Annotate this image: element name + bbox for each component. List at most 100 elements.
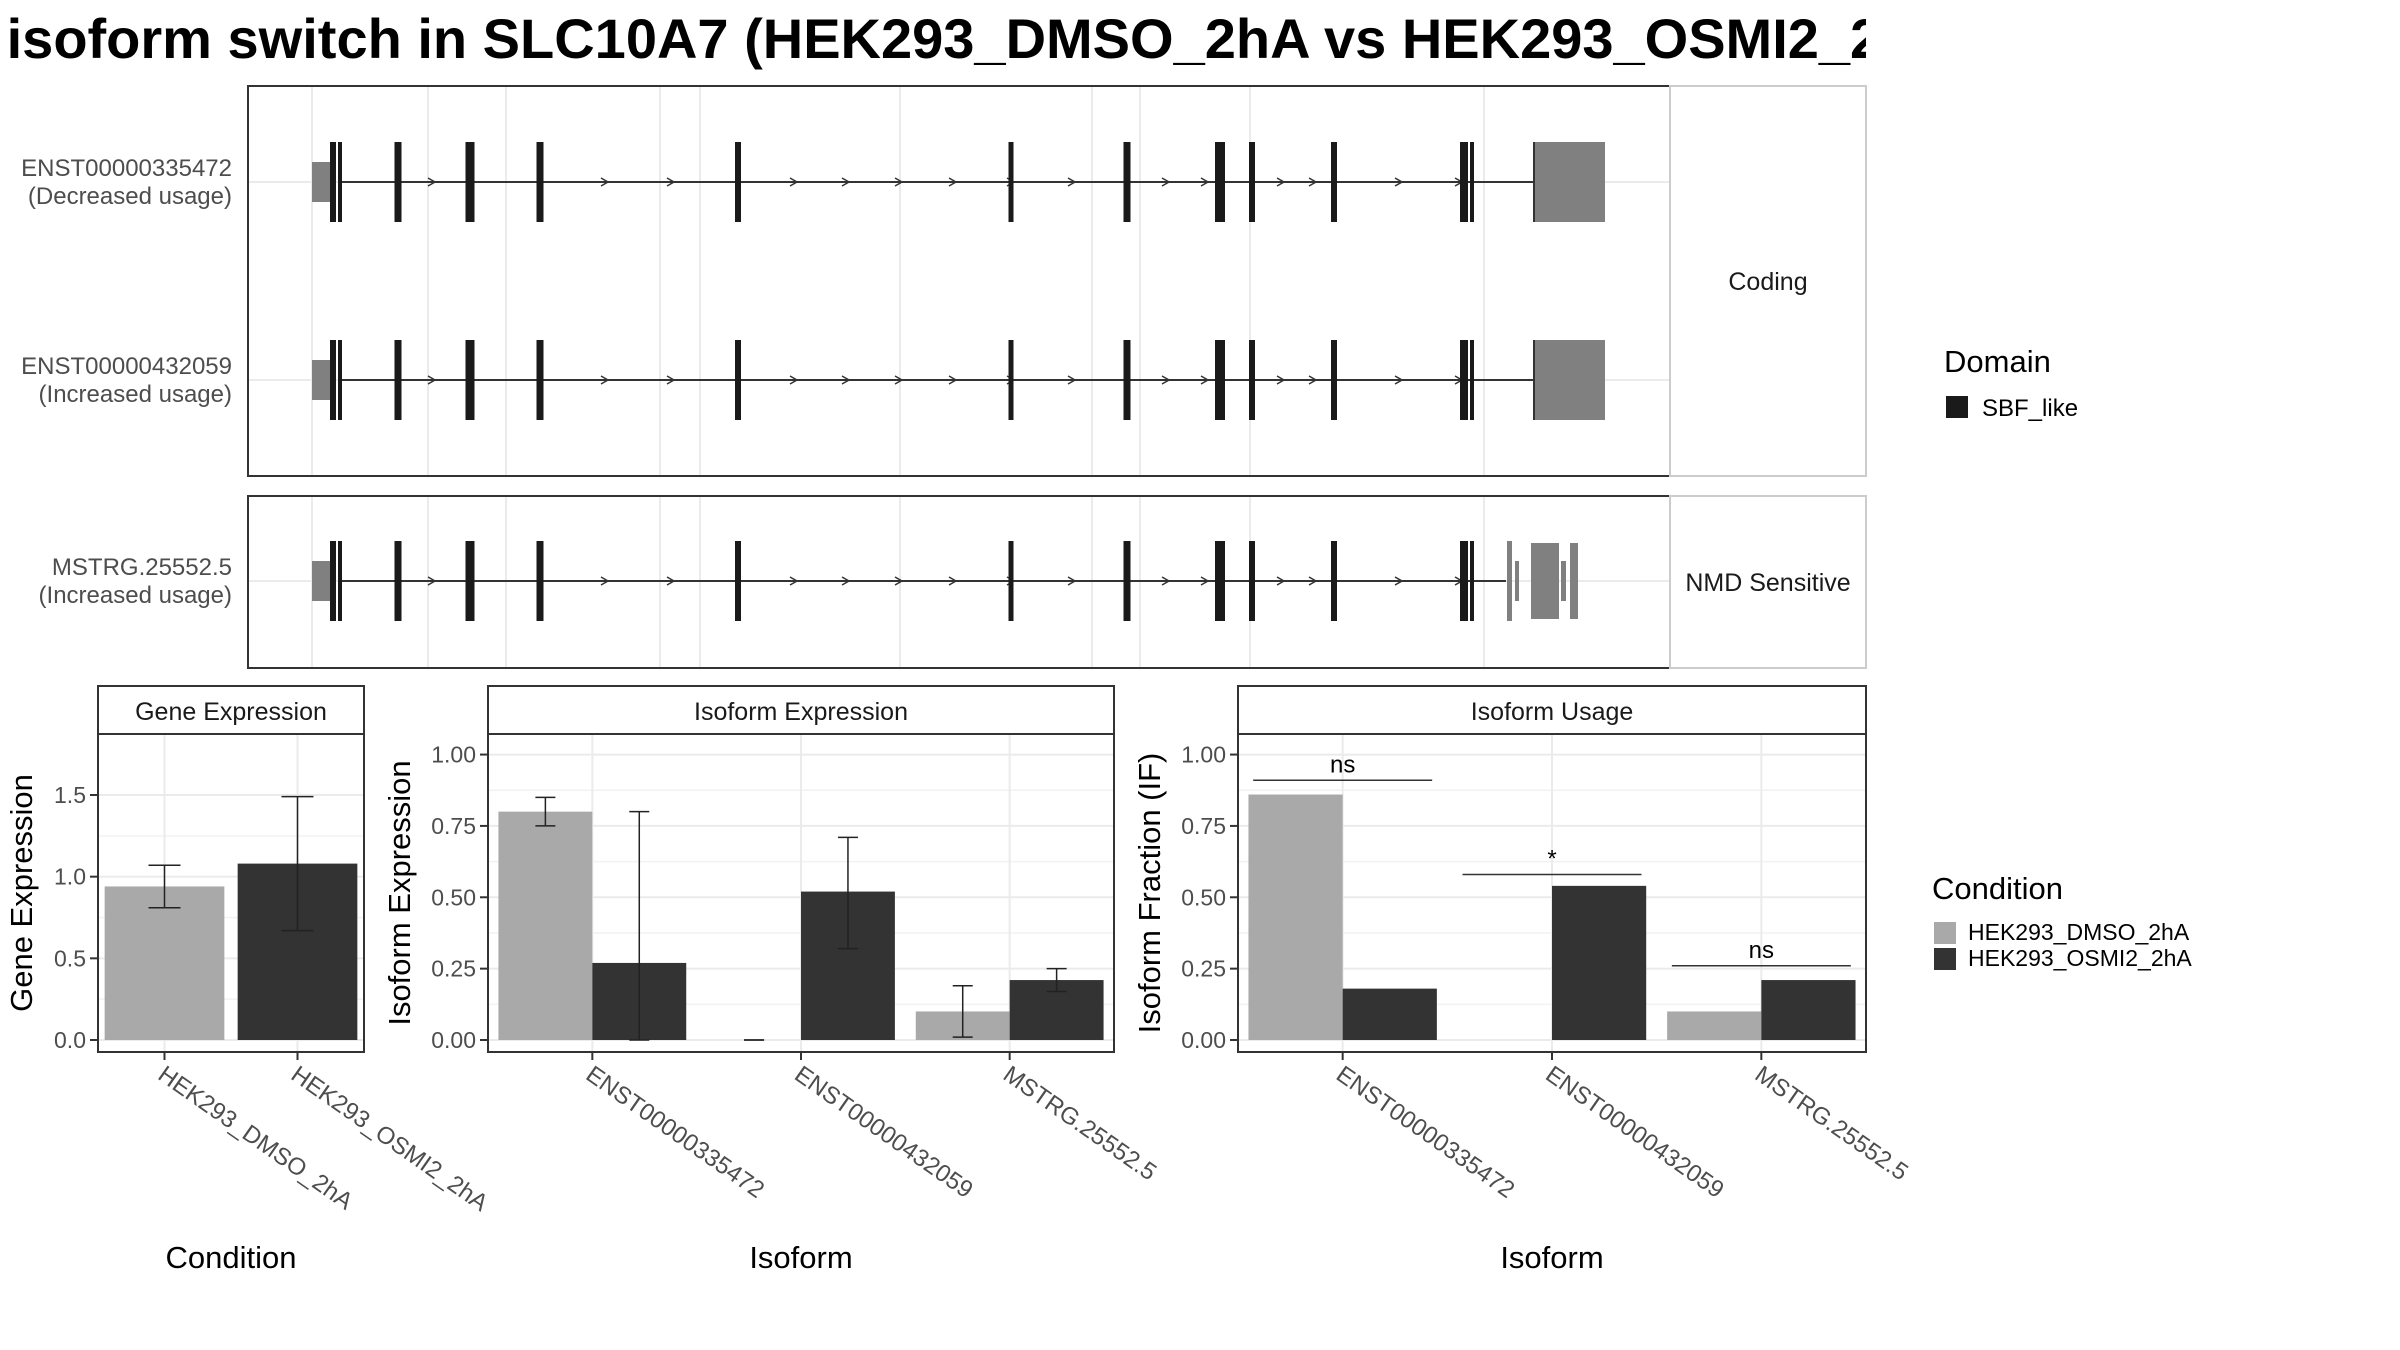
panel-border	[97, 733, 365, 1053]
exon-sbf-like-domain	[330, 541, 336, 621]
bar-hek293_dmso_2ha	[1248, 794, 1343, 1040]
intron-direction-arrow	[600, 375, 610, 385]
exon-sbf-like-domain	[1215, 340, 1225, 420]
exon-sbf-like-domain	[1470, 541, 1474, 621]
y-tick-label: 0.00	[1181, 1027, 1226, 1053]
exon-sbf-like-domain	[536, 142, 544, 222]
y-tick-label: 1.0	[54, 864, 86, 890]
exon-sbf-like-domain	[338, 142, 342, 222]
utr-3prime	[1535, 340, 1605, 420]
intron-direction-arrow	[1308, 576, 1318, 586]
bar-hek293_dmso_2ha	[498, 811, 593, 1040]
exon-sbf-like-domain	[394, 142, 402, 222]
intron-direction-arrow	[1067, 375, 1077, 385]
panel-title: Isoform Usage	[1471, 698, 1634, 726]
intron-direction-arrow	[1200, 375, 1210, 385]
y-tick-label: 1.00	[431, 742, 476, 768]
intron-direction-arrow	[894, 576, 904, 586]
facet-strip-label: Coding	[1728, 268, 1807, 296]
facet-strip	[1669, 85, 1867, 477]
y-axis-title: Isoform Fraction (IF)	[1132, 753, 1167, 1034]
exon-sbf-like-domain	[1215, 142, 1225, 222]
isoform-usage-label: (Increased usage)	[39, 381, 232, 408]
intron-direction-arrow	[1161, 177, 1171, 187]
x-tick-label: MSTRG.25552.5	[1750, 1061, 1913, 1186]
x-tick-label: ENST00000335472	[1331, 1061, 1519, 1204]
y-tick-label: 0.75	[431, 813, 476, 839]
exon-sbf-like-domain	[394, 340, 402, 420]
condition-legend-swatch	[1934, 922, 1956, 944]
significance-label: ns	[1330, 751, 1355, 778]
nmd-exon	[1515, 561, 1519, 601]
exon-sbf-like-domain	[1249, 541, 1255, 621]
nmd-exon	[1507, 541, 1512, 621]
exon-sbf-like-domain	[1460, 142, 1468, 222]
condition-legend-title: Condition	[1932, 871, 2063, 906]
intron-direction-arrow	[1200, 177, 1210, 187]
exon-sbf-like-domain	[1460, 541, 1468, 621]
intron-direction-arrow	[600, 177, 610, 187]
panel-header-strip	[1237, 685, 1867, 735]
intron-direction-arrow	[841, 375, 851, 385]
exon-sbf-like-domain	[536, 340, 544, 420]
intron-direction-arrow	[894, 375, 904, 385]
intron-direction-arrow	[841, 576, 851, 586]
exon-sbf-like-domain	[1331, 142, 1337, 222]
x-tick-label: ENST00000432059	[790, 1061, 978, 1204]
isoform-usage-label: (Decreased usage)	[28, 183, 232, 210]
isoform-name-label: ENST00000335472	[21, 155, 232, 182]
exon-sbf-like-domain	[1331, 340, 1337, 420]
exon-sbf-like-domain	[1215, 541, 1225, 621]
exon-sbf-like-domain	[338, 340, 342, 420]
intron-direction-arrow	[1067, 177, 1077, 187]
intron-direction-arrow	[1276, 177, 1286, 187]
y-tick-label: 0.50	[431, 884, 476, 910]
isoform-name-label: ENST00000432059	[21, 353, 232, 380]
intron-direction-arrow	[1394, 375, 1404, 385]
condition-legend-label: HEK293_OSMI2_2hA	[1968, 945, 2192, 971]
facet-strip-label: NMD Sensitive	[1685, 569, 1850, 597]
intron-direction-arrow	[427, 177, 437, 187]
intron-direction-arrow	[841, 177, 851, 187]
panel-title: Gene Expression	[135, 698, 327, 726]
bar-hek293_osmi2_2ha	[1761, 980, 1856, 1040]
intron-direction-arrow	[427, 375, 437, 385]
exon-sbf-like-domain	[1249, 340, 1255, 420]
intron-direction-arrow	[1067, 576, 1077, 586]
bar-hek293_dmso_2ha	[1667, 1011, 1762, 1040]
exon-sbf-like-domain	[1470, 142, 1474, 222]
exon-sbf-like-domain	[1460, 340, 1468, 420]
isoform-name-label: MSTRG.25552.5	[52, 554, 232, 581]
domain-legend-label: SBF_like	[1982, 395, 2078, 422]
exon-sbf-like-domain	[1249, 142, 1255, 222]
exon-sbf-like-domain	[1123, 142, 1131, 222]
bar-hek293_osmi2_2ha	[1552, 885, 1647, 1040]
isoform-usage-label: (Increased usage)	[39, 582, 232, 609]
intron-direction-arrow	[1200, 576, 1210, 586]
y-axis-title: Gene Expression	[4, 774, 39, 1012]
intron-direction-arrow	[789, 375, 799, 385]
intron-direction-arrow	[1394, 576, 1404, 586]
exon-sbf-like-domain	[536, 541, 544, 621]
y-tick-label: 0.0	[54, 1027, 86, 1053]
x-tick-label: MSTRG.25552.5	[998, 1061, 1161, 1186]
intron-direction-arrow	[789, 177, 799, 187]
y-tick-label: 0.75	[1181, 813, 1226, 839]
exon-sbf-like-domain	[1008, 340, 1014, 420]
exon-sbf-like-domain	[735, 142, 741, 222]
exon-sbf-like-domain	[394, 541, 402, 621]
transcript-plot-area	[248, 86, 1670, 476]
intron-direction-arrow	[1276, 576, 1286, 586]
exon-sbf-like-domain	[735, 541, 741, 621]
intron-direction-arrow	[1308, 375, 1318, 385]
significance-label: ns	[1749, 937, 1774, 964]
intron-direction-arrow	[1394, 177, 1404, 187]
exon-sbf-like-domain	[465, 142, 475, 222]
x-axis-title: Isoform	[749, 1240, 852, 1275]
nmd-exon	[1531, 543, 1559, 619]
exon-sbf-like-domain	[330, 142, 336, 222]
intron-direction-arrow	[1161, 375, 1171, 385]
figure-title-text: The isoform switch in SLC10A7 (HEK293_DM…	[0, 7, 1866, 70]
exon-sbf-like-domain	[1470, 340, 1474, 420]
y-tick-label: 0.25	[431, 956, 476, 982]
